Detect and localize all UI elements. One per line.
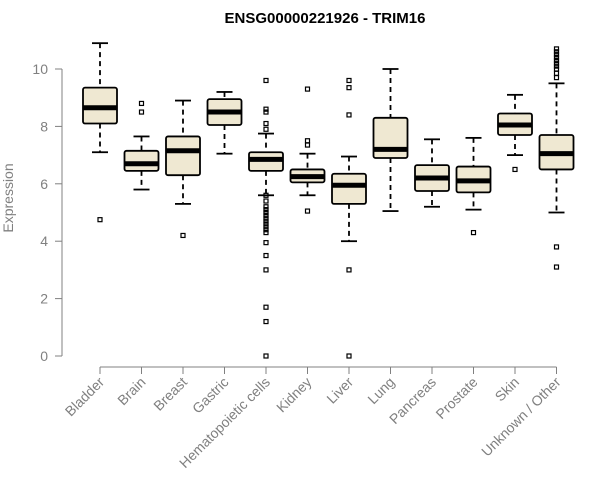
iqr-box [372, 116, 409, 159]
y-tick-label: 4 [40, 233, 48, 249]
box-kidney [289, 86, 326, 214]
outlier-point [263, 126, 269, 132]
outlier-point [263, 204, 269, 210]
x-tick-label: Kidney [273, 374, 315, 416]
outlier-point [263, 318, 269, 325]
iqr-box [123, 149, 160, 172]
box-bladder [82, 42, 118, 223]
outlier-point [304, 138, 311, 144]
outlier-point [138, 100, 145, 107]
outlier-point [180, 232, 186, 239]
outlier-point [346, 112, 352, 118]
outlier-point [470, 229, 477, 236]
outlier-point [263, 106, 269, 112]
outlier-point [263, 215, 269, 221]
outlier-point [263, 207, 269, 213]
outlier-point [553, 70, 560, 76]
y-tick-label: 6 [40, 176, 48, 192]
outlier-point [263, 224, 269, 230]
outlier-point [553, 66, 560, 72]
outlier-point [304, 208, 311, 214]
outlier-point [346, 353, 352, 359]
box-pancreas [414, 138, 450, 208]
outlier-point [263, 77, 269, 84]
outlier-point [553, 49, 560, 55]
outlier-point [263, 227, 269, 233]
outlier-point [263, 229, 269, 236]
outlier-point [263, 353, 269, 359]
outlier-point [263, 198, 269, 204]
y-tick-label: 2 [40, 291, 48, 307]
outlier-point [304, 86, 311, 92]
iqr-box [165, 135, 201, 177]
outlier-point [263, 212, 269, 218]
y-tick-label: 8 [40, 118, 48, 134]
outlier-point [263, 209, 269, 216]
plot-area [82, 42, 575, 359]
outlier-point [97, 217, 103, 223]
outlier-point [346, 77, 352, 84]
y-axis-label: Expression [0, 163, 16, 232]
outlier-point [263, 218, 269, 224]
x-tick-label: Brain [114, 374, 148, 408]
outlier-point [512, 166, 518, 173]
outlier-point [304, 142, 311, 148]
outlier-point [138, 109, 145, 115]
iqr-box [331, 172, 367, 205]
outlier-point [263, 221, 269, 227]
box-gastric [206, 91, 243, 155]
x-tick-label: Breast [150, 374, 190, 414]
outlier-point [553, 63, 560, 69]
x-tick-label: Bladder [62, 374, 108, 420]
x-tick-label: Lung [364, 374, 397, 407]
box-hematopoietic-cells [248, 77, 284, 359]
box-liver [331, 77, 367, 359]
outlier-point [346, 267, 352, 273]
outlier-point [553, 57, 560, 63]
outlier-point [553, 52, 560, 58]
box-brain [123, 100, 160, 191]
x-tick-label: Unknown / Other [478, 374, 564, 460]
x-tick-label: Liver [323, 374, 356, 407]
outlier-point [346, 85, 352, 91]
outlier-point [263, 304, 269, 310]
outlier-point [553, 46, 560, 52]
outlier-point [553, 54, 560, 61]
outlier-point [263, 109, 269, 115]
box-breast [165, 99, 201, 239]
outlier-point [263, 240, 269, 246]
box-unknown-other [538, 46, 575, 270]
x-tick-label: Prostate [432, 374, 480, 422]
box-skin [497, 93, 533, 173]
outlier-point [263, 192, 269, 198]
outlier-point [263, 267, 269, 273]
y-tick-label: 10 [32, 61, 48, 77]
outlier-point [263, 120, 269, 127]
outlier-point [553, 244, 560, 250]
outlier-point [553, 264, 560, 270]
outlier-point [263, 252, 269, 259]
outlier-point [553, 75, 560, 81]
chart-title: ENSG00000221926 - TRIM16 [225, 10, 426, 27]
x-tick-label: Skin [492, 374, 523, 405]
outlier-point [553, 60, 560, 66]
y-tick-label: 0 [40, 348, 48, 364]
box-prostate [455, 136, 492, 236]
box-lung [372, 68, 409, 212]
